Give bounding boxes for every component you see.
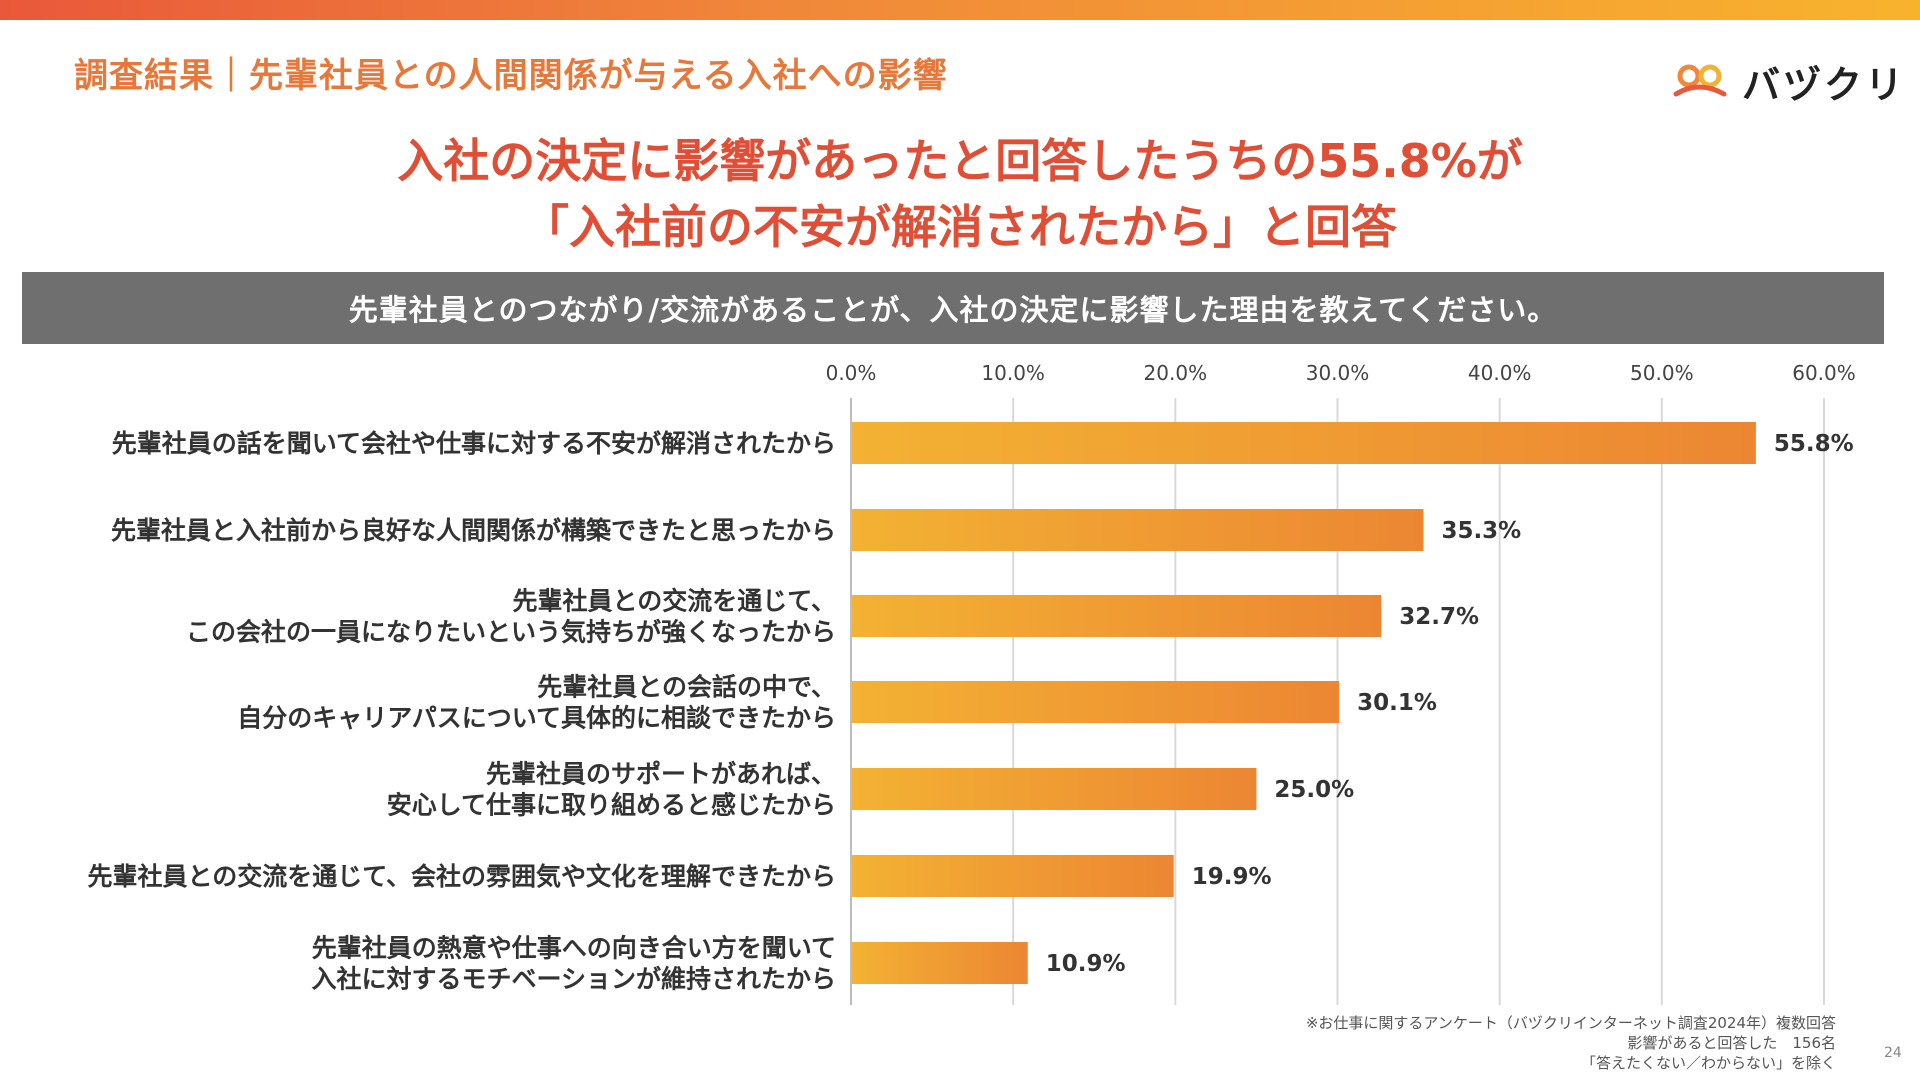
x-tick-label: 0.0%: [826, 361, 877, 385]
headline-line-1: 入社の決定に影響があったと回答したうちの55.8%が: [397, 134, 1523, 188]
x-tick-label: 40.0%: [1468, 361, 1532, 385]
logo-text: バヅクリ: [1742, 62, 1907, 107]
data-label: 25.0%: [1274, 777, 1354, 803]
question-banner: 先輩社員とのつながり/交流があることが、入社の決定に影響した理由を教えてください…: [22, 272, 1884, 344]
category-label: 先輩社員との会話の中で、: [537, 673, 836, 702]
x-tick-label: 10.0%: [981, 361, 1045, 385]
bar: [852, 855, 1174, 897]
x-tick-label: 60.0%: [1792, 361, 1856, 385]
category-label: 先輩社員と入社前から良好な人間関係が構築できたと思ったから: [111, 516, 836, 545]
bar: [852, 509, 1424, 551]
category-label: 自分のキャリアパスについて具体的に相談できたから: [237, 704, 836, 733]
data-label: 10.9%: [1046, 951, 1126, 977]
headline-line-2: 「入社前の不安が解消されたから」と回答: [523, 200, 1397, 254]
bar: [852, 942, 1028, 984]
x-tick-label: 30.0%: [1306, 361, 1370, 385]
data-label: 19.9%: [1192, 864, 1272, 890]
category-label: 安心して仕事に取り組めると感じたから: [387, 791, 836, 820]
category-label: 先輩社員の熱意や仕事への向き合い方を聞いて: [312, 934, 836, 963]
category-label: 入社に対するモチベーションが維持されたから: [311, 965, 836, 994]
footnote-line-1: ※お仕事に関するアンケート（バヅクリインターネット調査2024年）複数回答: [1305, 1014, 1836, 1032]
category-label: 先輩社員のサポートがあれば、: [486, 760, 836, 789]
footnote-line-2: 影響があると回答した 156名: [1627, 1034, 1836, 1052]
bar: [852, 595, 1382, 637]
x-tick-label: 50.0%: [1630, 361, 1694, 385]
category-label: 先輩社員との交流を通じて、: [512, 587, 836, 616]
brand-logo: バヅクリ: [1672, 58, 1906, 107]
logo-mark-icon: [1673, 64, 1727, 97]
category-label: 先輩社員との交流を通じて、会社の雰囲気や文化を理解できたから: [87, 862, 836, 891]
category-label: この会社の一員になりたいという気持ちが強くなったから: [186, 618, 836, 647]
question-text: 先輩社員とのつながり/交流があることが、入社の決定に影響した理由を教えてください…: [348, 293, 1558, 327]
headline: 入社の決定に影響があったと回答したうちの55.8%が 「入社前の不安が解消された…: [0, 128, 1920, 260]
footnote: ※お仕事に関するアンケート（バヅクリインターネット調査2024年）複数回答 影響…: [1306, 1013, 1836, 1073]
category-label: 先輩社員の話を聞いて会社や仕事に対する不安が解消されたから: [112, 429, 836, 458]
bar: [852, 768, 1257, 810]
bar: [852, 681, 1340, 723]
x-tick-label: 20.0%: [1144, 361, 1208, 385]
page-number: 24: [1884, 1045, 1902, 1061]
data-label: 32.7%: [1399, 604, 1479, 630]
data-label: 30.1%: [1357, 690, 1437, 716]
top-accent-bar: [0, 0, 1920, 20]
data-label: 35.3%: [1441, 518, 1521, 544]
data-label: 55.8%: [1774, 431, 1854, 457]
footnote-line-3: 「答えたくない／わからない」を除く: [1580, 1054, 1836, 1072]
bar: [852, 422, 1756, 464]
section-title: 調査結果｜先輩社員との人間関係が与える入社への影響: [74, 56, 948, 96]
